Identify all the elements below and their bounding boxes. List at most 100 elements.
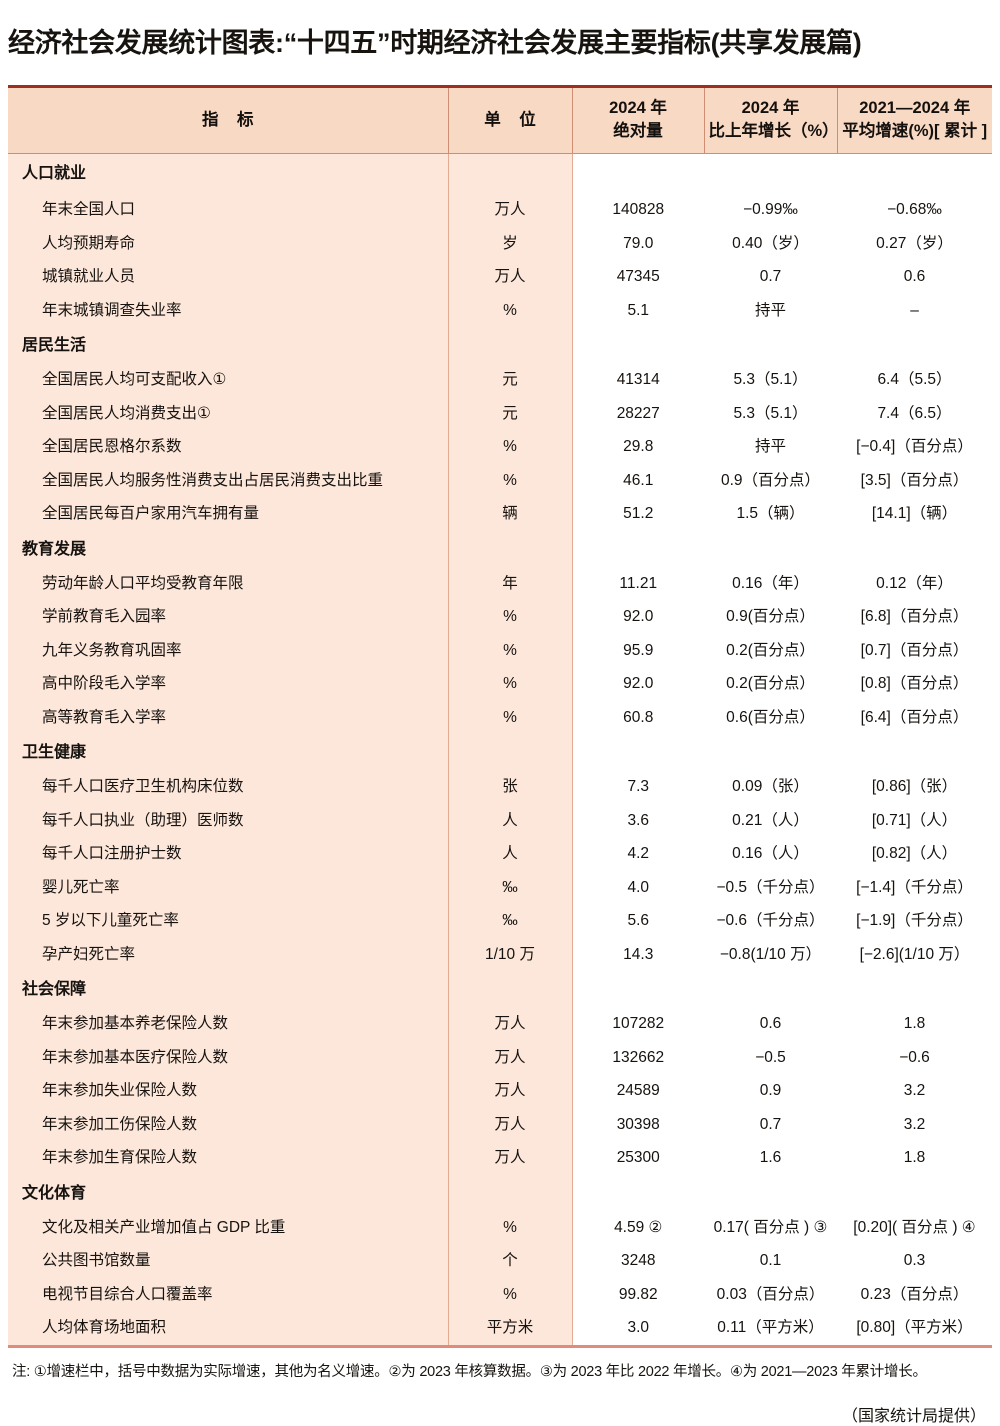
cell-average-growth: 3.2 bbox=[837, 1108, 992, 1142]
cell-absolute: 41314 bbox=[572, 363, 704, 398]
section-spacer-avg bbox=[837, 531, 992, 568]
table-body: 人口就业 年末全国人口 万人 140828 −0.99‰ −0.68‰ 人均预期寿命岁 79.… bbox=[8, 153, 992, 1346]
cell-indicator: 每千人口注册护士数 bbox=[8, 837, 449, 872]
cell-average-growth: [−2.6](1/10 万） bbox=[837, 938, 992, 972]
section-spacer-abs bbox=[572, 153, 704, 194]
cell-indicator: 全国居民每百户家用汽车拥有量 bbox=[8, 497, 449, 532]
cell-yoy-growth: 持平 bbox=[704, 294, 837, 328]
cell-absolute: 3.0 bbox=[572, 1311, 704, 1346]
cell-unit: 万人 bbox=[448, 1074, 573, 1109]
cell-indicator: 婴儿死亡率 bbox=[8, 871, 449, 905]
cell-unit: 人 bbox=[448, 837, 573, 872]
table-row: 高等教育毛入学率% 60.8 0.6(百分点） [6.4]（百分点） bbox=[8, 701, 992, 735]
cell-absolute: 107282 bbox=[572, 1007, 704, 1042]
cell-unit: 1/10 万 bbox=[448, 938, 573, 972]
cell-yoy-growth: −0.6（千分点） bbox=[704, 904, 837, 939]
cell-unit: 辆 bbox=[448, 497, 573, 532]
section-header-row: 人口就业 bbox=[8, 153, 992, 194]
cell-absolute: 4.2 bbox=[572, 837, 704, 872]
section-header-row: 卫生健康 bbox=[8, 734, 992, 771]
section-spacer-abs bbox=[572, 1175, 704, 1212]
table-row: 年末参加基本养老保险人数 万人 107282 0.6 1.8 bbox=[8, 1007, 992, 1042]
cell-indicator: 全国居民恩格尔系数 bbox=[8, 430, 449, 465]
cell-indicator: 全国居民人均可支配收入① bbox=[8, 363, 449, 398]
cell-unit: 万人 bbox=[448, 1041, 573, 1075]
cell-yoy-growth: 0.16（年） bbox=[704, 567, 837, 601]
table-row: 年末参加工伤保险人数 万人 30398 0.7 3.2 bbox=[8, 1108, 992, 1142]
column-header-average-line1: 2021—2024 年 bbox=[859, 99, 971, 118]
section-header-row: 文化体育 bbox=[8, 1175, 992, 1212]
cell-indicator: 年末参加工伤保险人数 bbox=[8, 1108, 449, 1142]
column-header-absolute-line2: 绝对量 bbox=[613, 121, 663, 140]
cell-yoy-growth: 0.9 bbox=[704, 1074, 837, 1109]
cell-absolute: 4.0 bbox=[572, 871, 704, 905]
section-spacer-unit bbox=[448, 153, 573, 194]
section-title: 教育发展 bbox=[8, 531, 449, 568]
cell-yoy-growth: 0.09（张） bbox=[704, 770, 837, 805]
table-row: 劳动年龄人口平均受教育年限年 11.21 0.16（年） 0.12（年） bbox=[8, 567, 992, 601]
cell-indicator: 公共图书馆数量 bbox=[8, 1244, 449, 1279]
cell-unit: 万人 bbox=[448, 1141, 573, 1176]
table-row: 年末参加基本医疗保险人数 万人 132662 −0.5 −0.6 bbox=[8, 1041, 992, 1075]
cell-indicator: 全国居民人均服务性消费支出占居民消费支出比重 bbox=[8, 464, 449, 498]
section-spacer-yoy bbox=[704, 531, 837, 568]
cell-absolute: 60.8 bbox=[572, 701, 704, 735]
cell-yoy-growth: 0.7 bbox=[704, 1108, 837, 1142]
cell-absolute: 28227 bbox=[572, 397, 704, 431]
cell-unit: % bbox=[448, 1211, 573, 1245]
cell-unit: % bbox=[448, 464, 573, 498]
section-spacer-unit bbox=[448, 1175, 573, 1212]
table-row: 年末参加失业保险人数 万人 24589 0.9 3.2 bbox=[8, 1074, 992, 1109]
cell-yoy-growth: 1.6 bbox=[704, 1141, 837, 1176]
cell-indicator: 年末城镇调查失业率 bbox=[8, 294, 449, 328]
cell-indicator: 高中阶段毛入学率 bbox=[8, 667, 449, 702]
cell-absolute: 5.1 bbox=[572, 294, 704, 328]
table-row: 人均预期寿命岁 79.0 0.40（岁） 0.27（岁） bbox=[8, 227, 992, 261]
cell-unit: 万人 bbox=[448, 1007, 573, 1042]
cell-average-growth: 1.8 bbox=[837, 1141, 992, 1176]
cell-average-growth: [0.7]（百分点） bbox=[837, 634, 992, 668]
table-row: 5 岁以下儿童死亡率 ‰ 5.6 −0.6（千分点） [−1.9]（千分点） bbox=[8, 904, 992, 939]
cell-unit: ‰ bbox=[448, 871, 573, 905]
cell-yoy-growth: 持平 bbox=[704, 430, 837, 465]
cell-average-growth: 7.4（6.5） bbox=[837, 397, 992, 431]
column-header-absolute-line1: 2024 年 bbox=[609, 99, 667, 118]
cell-absolute: 3.6 bbox=[572, 804, 704, 838]
cell-absolute: 29.8 bbox=[572, 430, 704, 465]
section-title: 社会保障 bbox=[8, 971, 449, 1008]
cell-yoy-growth: 0.2(百分点） bbox=[704, 667, 837, 702]
column-header-yoy: 2024 年 比上年增长（%） bbox=[704, 88, 839, 154]
table-row: 全国居民每百户家用汽车拥有量辆 51.2 1.5（辆） [14.1]（辆） bbox=[8, 497, 992, 532]
section-title: 居民生活 bbox=[8, 327, 449, 364]
cell-indicator: 人均体育场地面积 bbox=[8, 1311, 449, 1346]
cell-unit: % bbox=[448, 667, 573, 702]
cell-average-growth: [6.4]（百分点） bbox=[837, 701, 992, 735]
section-title: 人口就业 bbox=[8, 153, 449, 194]
cell-unit: % bbox=[448, 600, 573, 635]
cell-absolute: 3248 bbox=[572, 1244, 704, 1279]
table-row: 文化及相关产业增加值占 GDP 比重% 4.59 ② 0.17( 百分点 ) ③ [0… bbox=[8, 1211, 992, 1245]
section-header-row: 居民生活 bbox=[8, 327, 992, 364]
table-row: 年末城镇调查失业率% 5.1 持平 – bbox=[8, 294, 992, 328]
cell-average-growth: 0.12（年） bbox=[837, 567, 992, 601]
cell-absolute: 14.3 bbox=[572, 938, 704, 972]
section-spacer-avg bbox=[837, 1175, 992, 1212]
section-spacer-unit bbox=[448, 531, 573, 568]
cell-indicator: 孕产妇死亡率 bbox=[8, 938, 449, 972]
cell-average-growth: 0.3 bbox=[837, 1244, 992, 1279]
table-row: 年末参加生育保险人数 万人 25300 1.6 1.8 bbox=[8, 1141, 992, 1176]
table-row: 年末全国人口 万人 140828 −0.99‰ −0.68‰ bbox=[8, 193, 992, 228]
cell-yoy-growth: 0.1 bbox=[704, 1244, 837, 1279]
cell-average-growth: 0.27（岁） bbox=[837, 227, 992, 261]
cell-unit: 万人 bbox=[448, 1108, 573, 1142]
column-header-yoy-line1: 2024 年 bbox=[741, 99, 800, 118]
cell-indicator: 年末参加基本医疗保险人数 bbox=[8, 1041, 449, 1075]
cell-indicator: 年末参加生育保险人数 bbox=[8, 1141, 449, 1176]
cell-absolute: 30398 bbox=[572, 1108, 704, 1142]
cell-unit: % bbox=[448, 1278, 573, 1312]
section-spacer-avg bbox=[837, 153, 992, 194]
cell-average-growth: −0.6 bbox=[837, 1041, 992, 1075]
section-spacer-unit bbox=[448, 971, 573, 1008]
cell-yoy-growth: 1.5（辆） bbox=[704, 497, 837, 532]
cell-indicator: 九年义务教育巩固率 bbox=[8, 634, 449, 668]
